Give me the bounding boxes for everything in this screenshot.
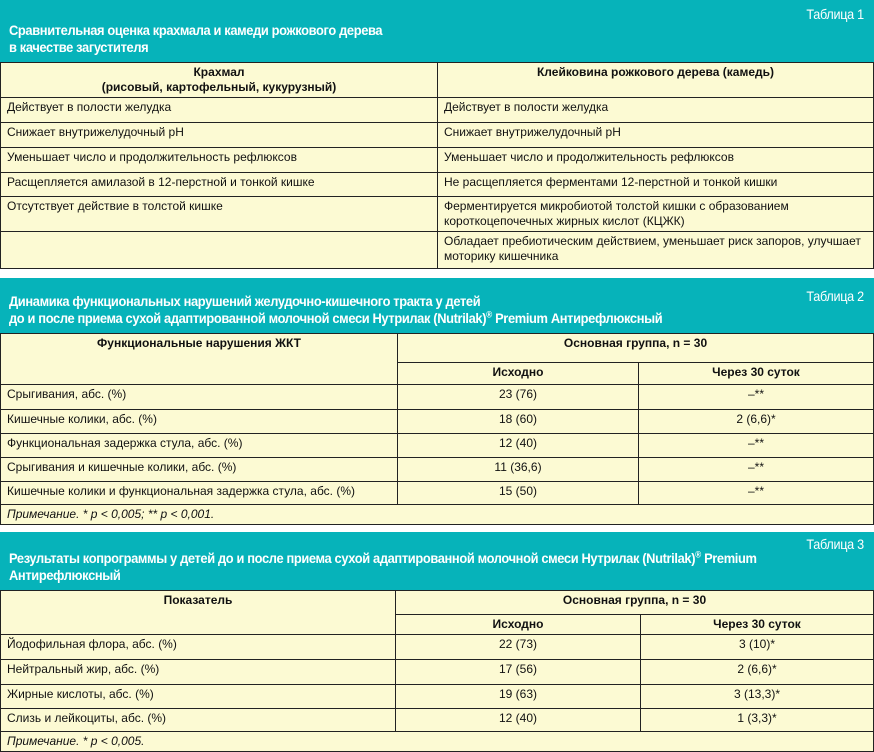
column-header: Через 30 суток [640,614,874,635]
cell: 1 (3,3)* [640,708,874,732]
column-header: Исходно [397,362,639,385]
cell: Срыгивания, абс. (%) [0,384,398,410]
cell: –** [638,433,874,458]
cell: Функциональная задержка стула, абс. (%) [0,433,398,458]
table-row: Снижает внутрижелудочный pH Снижает внутр… [0,122,874,148]
subheader-row: Исходно Через 30 суток [1,614,874,635]
cell: –** [638,384,874,410]
cell: Жирные кислоты, абс. (%) [0,684,396,709]
table-number: Таблица 2 [806,288,865,304]
note-row: Примечание. * p < 0,005; ** p < 0,001. [0,504,874,525]
table-row: Нейтральный жир, абс. (%) 17 (56) 2 (6,6)* [0,659,874,685]
table-note: Примечание. * p < 0,005; ** p < 0,001. [0,504,874,525]
column-header: Основная группа, n = 30 [395,590,874,615]
cell: Нейтральный жир, абс. (%) [0,659,396,685]
column-header: Функциональные нарушения ЖКТ [0,333,398,385]
table-1: Таблица 1 Сравнительная оценка крахмала … [0,0,874,269]
cell: 15 (50) [397,481,639,505]
cell: 11 (36,6) [397,457,639,482]
table-3-header-band: Таблица 3 Результаты копрограммы у детей… [0,532,874,590]
cell: 12 (40) [395,708,641,732]
column-header: Через 30 суток [638,362,874,385]
table-row: Срыгивания и кишечные колики, абс. (%) 11… [0,457,874,482]
cell: Не расщепляется ферментами 12-перстной и… [437,172,874,197]
table-3: Таблица 3 Результаты копрограммы у детей… [0,532,874,752]
table-2: Таблица 2 Динамика функциональных наруше… [0,278,874,525]
cell: Йодофильная флора, абс. (%) [0,634,396,660]
column-header: Показатель [0,590,396,635]
cell: Действует в полости желудка [437,97,874,123]
cell: Снижает внутрижелудочный pH [0,122,438,148]
table-title: Сравнительная оценка крахмала и камеди р… [9,22,383,56]
header-row: Крахмал (рисовый, картофельный, кукурузны… [0,62,874,98]
table-2-header-band: Таблица 2 Динамика функциональных наруше… [0,278,874,333]
table-row: Срыгивания, абс. (%) 23 (76) –** [0,384,874,410]
table-row: Расщепляется амилазой в 12-перстной и то… [0,172,874,197]
cell: Отсутствует действие в толстой кишке [0,196,438,232]
cell: Уменьшает число и продолжительность рефл… [437,147,874,173]
cell: Снижает внутрижелудочный pH [437,122,874,148]
column-header: Основная группа, n = 30 [397,333,874,363]
table-title: Динамика функциональных нарушений желудо… [9,293,663,327]
column-header: Исходно [395,614,641,635]
table-row: Действует в полости желудка Действует в п… [0,97,874,123]
cell: Ферментируется микробиотой толстой кишки… [437,196,874,232]
cell: 12 (40) [397,433,639,458]
cell: 3 (13,3)* [640,684,874,709]
cell: Расщепляется амилазой в 12-перстной и то… [0,172,438,197]
cell: 2 (6,6)* [640,659,874,685]
table-row: Уменьшает число и продолжительность рефл… [0,147,874,173]
cell: 19 (63) [395,684,641,709]
cell: –** [638,457,874,482]
title-line: Premium Антирефлюксный [491,310,663,326]
note-row: Примечание. * p < 0,005. [0,731,874,752]
cell: –** [638,481,874,505]
column-header: Клейковина рожкового дерева (камедь) [437,62,874,98]
cell: 2 (6,6)* [638,409,874,434]
table-number: Таблица 1 [806,6,865,22]
title-line: Premium [700,550,757,566]
table-row: Кишечные колики и функциональная задержк… [0,481,874,505]
cell: 23 (76) [397,384,639,410]
table-number: Таблица 3 [806,536,865,552]
cell: Уменьшает число и продолжительность рефл… [0,147,438,173]
title-line: Результаты копрограммы у детей до и посл… [9,550,696,566]
table-row: Слизь и лейкоциты, абс. (%) 12 (40) 1 (3,3… [0,708,874,732]
cell [0,231,438,269]
cell: Обладает пребиотическим действием, умень… [437,231,874,269]
title-line: Динамика функциональных нарушений желудо… [9,293,481,309]
table-row: Функциональная задержка стула, абс. (%) 1… [0,433,874,458]
header-text: Крахмал [193,65,245,79]
table-row: Жирные кислоты, абс. (%) 19 (63) 3 (13,3)* [0,684,874,709]
cell: Срыгивания и кишечные колики, абс. (%) [0,457,398,482]
subheader-row: Исходно Через 30 суток [1,362,874,385]
header-row: Функциональные нарушения ЖКТ Основная гру… [0,333,874,385]
cell: Действует в полости желудка [0,97,438,123]
header-text: (рисовый, картофельный, кукурузный) [101,80,337,94]
cell: Кишечные колики и функциональная задержк… [0,481,398,505]
cell: 17 (56) [395,659,641,685]
header-row: Показатель Основная группа, n = 30 [0,590,874,635]
table-row: Обладает пребиотическим действием, умень… [0,231,874,269]
table-row: Кишечные колики, абс. (%) 18 (60) 2 (6,6)* [0,409,874,434]
table-title: Результаты копрограммы у детей до и посл… [9,550,757,584]
column-header: Крахмал (рисовый, картофельный, кукурузны… [0,62,438,98]
registered-mark: ® [695,549,701,560]
cell: 18 (60) [397,409,639,434]
title-line: Сравнительная оценка крахмала и камеди р… [9,22,383,38]
table-note: Примечание. * p < 0,005. [0,731,874,752]
title-line: Антирефлюксный [9,567,121,583]
cell: 3 (10)* [640,634,874,660]
registered-mark: ® [486,309,492,320]
cell: Слизь и лейкоциты, абс. (%) [0,708,396,732]
cell: Кишечные колики, абс. (%) [0,409,398,434]
table-row: Отсутствует действие в толстой кишке Ферм… [0,196,874,232]
table-1-header-band: Таблица 1 Сравнительная оценка крахмала … [0,0,874,62]
table-row: Йодофильная флора, абс. (%) 22 (73) 3 (10)… [0,634,874,660]
title-line: до и после приема сухой адаптированной м… [9,310,487,326]
cell: 22 (73) [395,634,641,660]
title-line: в качестве загустителя [9,39,149,55]
